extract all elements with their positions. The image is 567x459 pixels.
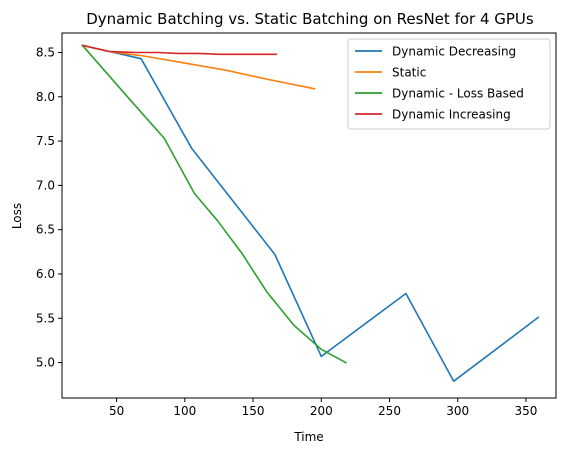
plot-area xyxy=(61,32,557,399)
legend-label: Dynamic - Loss Based xyxy=(392,87,524,101)
y-tick-label: 7.5 xyxy=(36,134,55,148)
y-axis-label: Loss xyxy=(10,203,24,229)
x-tick-label: 350 xyxy=(515,404,538,418)
x-tick-label: 250 xyxy=(378,404,401,418)
x-tick-label: 50 xyxy=(109,404,124,418)
legend-label: Dynamic Decreasing xyxy=(392,45,516,59)
x-tick-label: 150 xyxy=(242,404,265,418)
y-tick-label: 5.0 xyxy=(36,356,55,370)
x-tick-label: 300 xyxy=(446,404,469,418)
series-line-dynamic-loss-based xyxy=(81,44,347,364)
legend-label: Static xyxy=(392,66,426,80)
legend: Dynamic Decreasing Static Dynamic - Loss B… xyxy=(347,38,551,130)
series-lines xyxy=(81,44,540,383)
x-tick-label: 200 xyxy=(310,404,333,418)
y-tick-label: 8.5 xyxy=(36,45,55,59)
x-axis: 50 100 150 200 250 300 350 xyxy=(109,398,537,418)
legend-label: Dynamic Increasing xyxy=(392,108,511,122)
legend-box xyxy=(347,38,551,130)
x-axis-label: Time xyxy=(293,430,323,444)
y-tick-label: 8.0 xyxy=(36,90,55,104)
y-tick-label: 5.5 xyxy=(36,311,55,325)
y-tick-label: 7.0 xyxy=(36,178,55,192)
series-line-dynamic-decreasing xyxy=(81,44,540,383)
chart-title: Dynamic Batching vs. Static Batching on … xyxy=(86,10,534,28)
y-axis: 5.0 5.5 6.0 6.5 7.0 7.5 8.0 8.5 xyxy=(36,45,62,370)
x-tick-label: 100 xyxy=(173,404,196,418)
y-tick-label: 6.5 xyxy=(36,223,55,237)
y-tick-label: 6.0 xyxy=(36,267,55,281)
series-line-dynamic-increasing xyxy=(81,44,278,56)
